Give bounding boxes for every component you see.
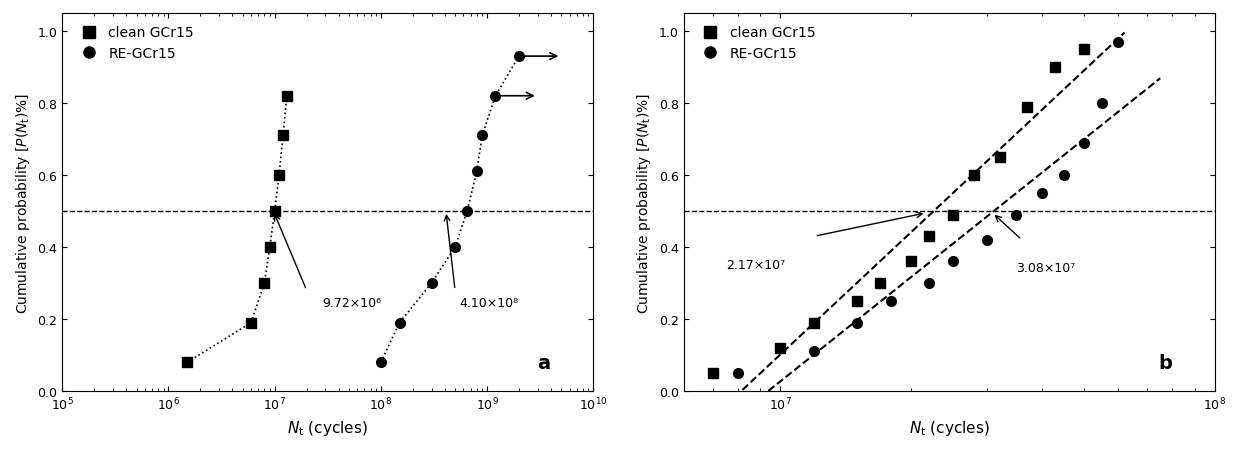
Legend: clean GCr15, RE-GCr15: clean GCr15, RE-GCr15 [691, 21, 821, 67]
X-axis label: $N_\mathrm{t}$ (cycles): $N_\mathrm{t}$ (cycles) [288, 418, 368, 437]
Text: 3.08×10⁷: 3.08×10⁷ [1017, 262, 1076, 275]
Text: b: b [1158, 354, 1172, 373]
Text: a: a [538, 354, 551, 373]
Text: 4.10×10⁸: 4.10×10⁸ [460, 296, 518, 309]
Y-axis label: Cumulative probability $[P(N_\mathrm{t})\%]$: Cumulative probability $[P(N_\mathrm{t})… [635, 92, 653, 313]
Text: 2.17×10⁷: 2.17×10⁷ [725, 258, 785, 271]
Text: 9.72×10⁶: 9.72×10⁶ [322, 296, 381, 309]
Y-axis label: Cumulative probability $[P(N_\mathrm{t})\%]$: Cumulative probability $[P(N_\mathrm{t})… [14, 92, 32, 313]
X-axis label: $N_\mathrm{t}$ (cycles): $N_\mathrm{t}$ (cycles) [909, 418, 990, 437]
Legend: clean GCr15, RE-GCr15: clean GCr15, RE-GCr15 [69, 21, 200, 67]
